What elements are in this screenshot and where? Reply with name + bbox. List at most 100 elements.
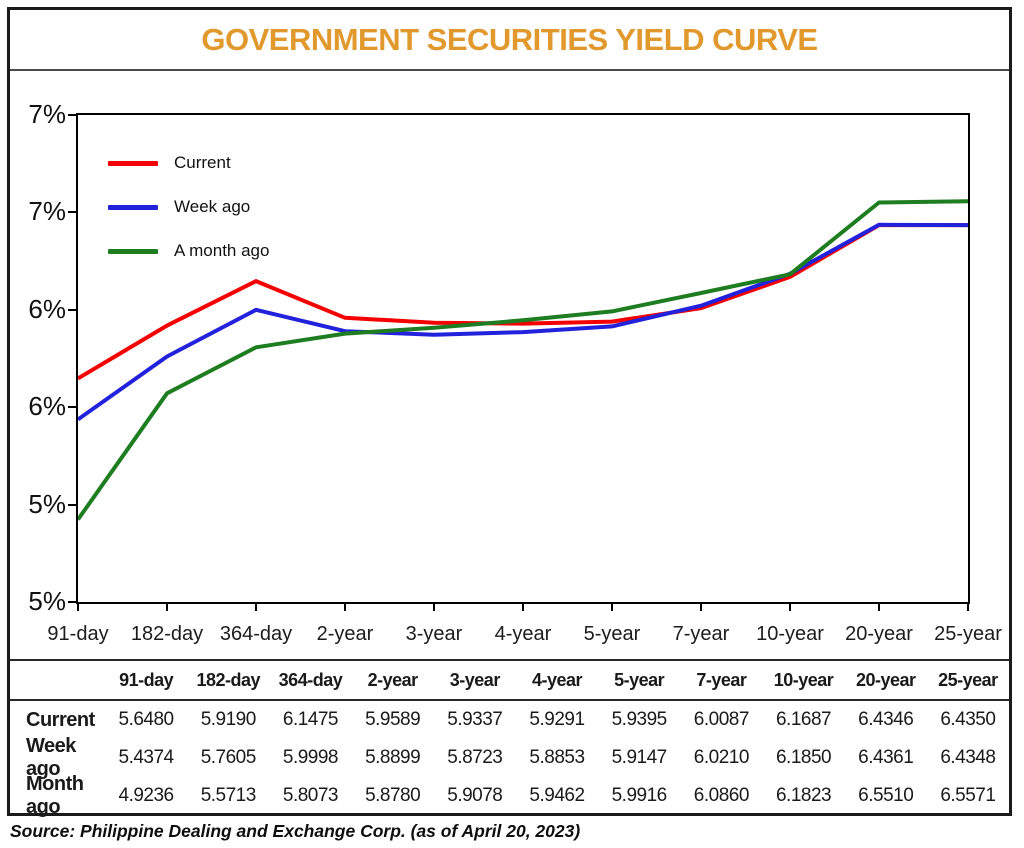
table-corner-cell xyxy=(10,661,105,701)
chart-title: GOVERNMENT SECURITIES YIELD CURVE xyxy=(201,21,818,57)
table-value-cell: 5.9395 xyxy=(611,709,668,730)
series-line-week-ago xyxy=(78,222,968,422)
legend-line-swatch xyxy=(108,160,158,166)
table-column-header: 20-year xyxy=(844,661,927,701)
x-tick-label: 364-day xyxy=(219,623,293,645)
legend-item: Week ago xyxy=(108,185,269,229)
table-value-cell: 5.9078 xyxy=(447,785,503,806)
table-value-cell: 5.4374 xyxy=(118,747,175,768)
x-tick-mark xyxy=(700,604,702,611)
x-tick-label: 3-year xyxy=(405,623,463,645)
legend-label: A month ago xyxy=(174,241,270,260)
yield-table: 91-day 182-day 364-day 2-year 3-year 4-year 5-… xyxy=(10,659,1009,818)
table-value-cell: 5.8899 xyxy=(365,747,421,768)
x-tick-label: 10-year xyxy=(756,623,824,645)
y-tick-label: 6% xyxy=(28,293,66,324)
table-value-cell: 5.9462 xyxy=(529,785,585,806)
table-value-cell: 5.7605 xyxy=(200,747,257,768)
y-tick-mark xyxy=(68,601,76,603)
table-column-header: 4-year xyxy=(515,661,599,701)
table-value-cell: 6.1823 xyxy=(775,785,832,806)
y-tick-mark xyxy=(68,114,76,116)
table-value-cell: 6.5510 xyxy=(858,785,914,806)
table-column-header: 182-day xyxy=(187,661,270,701)
table-value-cell: 5.9337 xyxy=(447,709,503,730)
x-tick-mark xyxy=(522,604,524,611)
table-value-cell: 4.9236 xyxy=(118,785,175,806)
legend-label: Current xyxy=(174,153,231,172)
x-tick-label: 91-day xyxy=(47,623,109,645)
legend-line-swatch xyxy=(108,204,158,210)
source-note: Source: Philippine Dealing and Exchange … xyxy=(10,821,581,841)
plot-area: Current Week ago A month ago xyxy=(76,113,970,604)
table-column-header: 2-year xyxy=(351,661,434,701)
table-value-cell: 6.1687 xyxy=(775,709,832,730)
legend-line-swatch xyxy=(108,248,158,254)
x-tick-mark xyxy=(166,604,168,611)
x-tick-mark xyxy=(344,604,346,611)
table-value-cell: 5.8723 xyxy=(447,747,503,768)
table-value-cell: 5.5713 xyxy=(200,785,257,806)
table-value-cell: 5.8853 xyxy=(529,747,585,768)
y-tick-mark xyxy=(68,406,76,409)
table-value-cell: 5.8073 xyxy=(282,785,339,806)
x-tick-mark xyxy=(433,604,435,611)
table-value-cell: 5.9916 xyxy=(611,785,668,806)
y-tick-mark xyxy=(68,503,76,506)
table-value-cell: 6.4350 xyxy=(940,709,996,730)
x-tick-label: 182-day xyxy=(130,623,204,645)
table-value-cell: 6.4346 xyxy=(858,709,914,730)
table-column-header: 7-year xyxy=(680,661,763,701)
x-tick-mark xyxy=(967,604,969,611)
y-tick-label: 7% xyxy=(28,196,66,227)
y-tick-label: 5% xyxy=(28,488,66,519)
table-value-cell: 6.4348 xyxy=(940,747,996,768)
x-tick-label: 7-year xyxy=(672,623,730,645)
table-row-label: Current xyxy=(26,708,95,731)
y-tick-label: 7% xyxy=(28,99,66,129)
y-tick-mark xyxy=(68,211,76,214)
table-row-label: Month ago xyxy=(26,773,84,818)
x-tick-label: 20-year xyxy=(845,623,913,645)
x-tick-label: 4-year xyxy=(494,623,552,645)
y-tick-mark xyxy=(68,308,76,311)
table-value-cell: 6.1850 xyxy=(775,747,832,768)
x-tick-mark xyxy=(611,604,613,611)
table-column-header: 25-year xyxy=(926,661,1009,701)
x-tick-label: 25-year xyxy=(934,623,1002,645)
legend-item: Current xyxy=(108,141,269,185)
x-tick-label: 5-year xyxy=(583,623,641,645)
table-column-header: 10-year xyxy=(762,661,845,701)
table-value-cell: 5.9147 xyxy=(611,747,668,768)
chart-legend: Current Week ago A month ago xyxy=(108,141,269,273)
y-tick-label: 6% xyxy=(28,391,66,422)
table-column-header: 5-year xyxy=(598,661,681,701)
legend-label: Week ago xyxy=(174,197,251,216)
table-value-cell: 5.9291 xyxy=(529,709,585,730)
x-tick-mark xyxy=(77,604,79,611)
table-value-cell: 6.0087 xyxy=(693,709,750,730)
table-value-cell: 5.9190 xyxy=(200,709,257,730)
table-value-cell: 6.0210 xyxy=(693,747,750,768)
x-tick-mark xyxy=(255,604,257,611)
x-tick-mark xyxy=(878,604,880,611)
table-column-header: 3-year xyxy=(433,661,516,701)
y-tick-label: 5% xyxy=(28,586,66,616)
table-value-cell: 5.9589 xyxy=(365,709,421,730)
table-value-cell: 5.6480 xyxy=(118,709,175,730)
title-bar: GOVERNMENT SECURITIES YIELD CURVE xyxy=(10,10,1009,71)
figure-frame: GOVERNMENT SECURITIES YIELD CURVE 7% 7% 6%… xyxy=(7,7,1012,818)
table-value-cell: 6.0860 xyxy=(693,785,750,806)
legend-item: A month ago xyxy=(108,229,269,273)
table-row-label: Week ago xyxy=(26,735,76,780)
x-tick-label: 2-year xyxy=(316,623,374,645)
table-value-cell: 5.9998 xyxy=(282,747,339,768)
table-value-cell: 5.8780 xyxy=(365,785,421,806)
x-tick-mark xyxy=(789,604,791,611)
table-column-header: 91-day xyxy=(105,661,188,701)
table-value-cell: 6.1475 xyxy=(282,709,339,730)
yield-curve-svg xyxy=(78,199,968,521)
table-value-cell: 6.5571 xyxy=(940,785,996,806)
table-value-cell: 6.4361 xyxy=(858,747,914,768)
table-column-header: 364-day xyxy=(269,661,352,701)
